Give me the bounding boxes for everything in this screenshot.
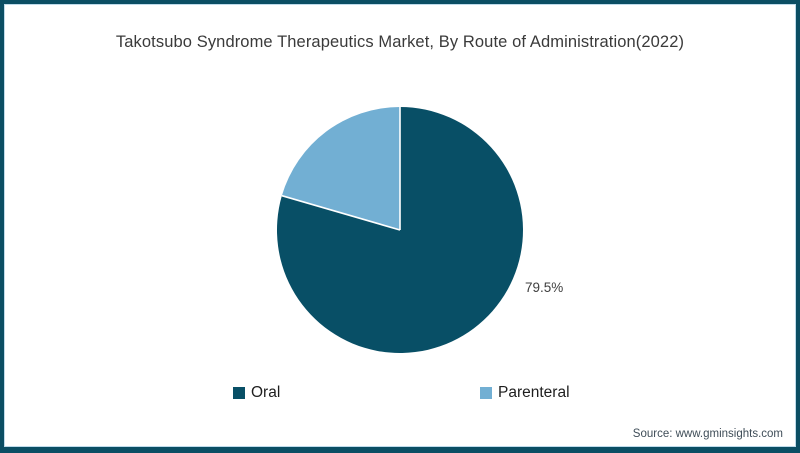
- legend-label-oral: Oral: [251, 383, 281, 401]
- legend-item-parenteral: Parenteral: [480, 384, 570, 401]
- legend-item-oral: Oral: [233, 384, 280, 401]
- legend-swatch-oral: [233, 386, 245, 399]
- pie-slice-parenteral: [281, 107, 400, 230]
- source-attribution: Source: www.gminsights.com: [632, 428, 783, 440]
- legend-swatch-parenteral: [480, 386, 492, 399]
- pie-slice-separator: [281, 194, 401, 231]
- chart-title: Takotsubo Syndrome Therapeutics Market, …: [115, 33, 685, 51]
- pie-chart: [276, 107, 523, 353]
- legend-label-parenteral: Parenteral: [498, 383, 570, 401]
- pie-data-label-oral: 79.5%: [525, 280, 564, 295]
